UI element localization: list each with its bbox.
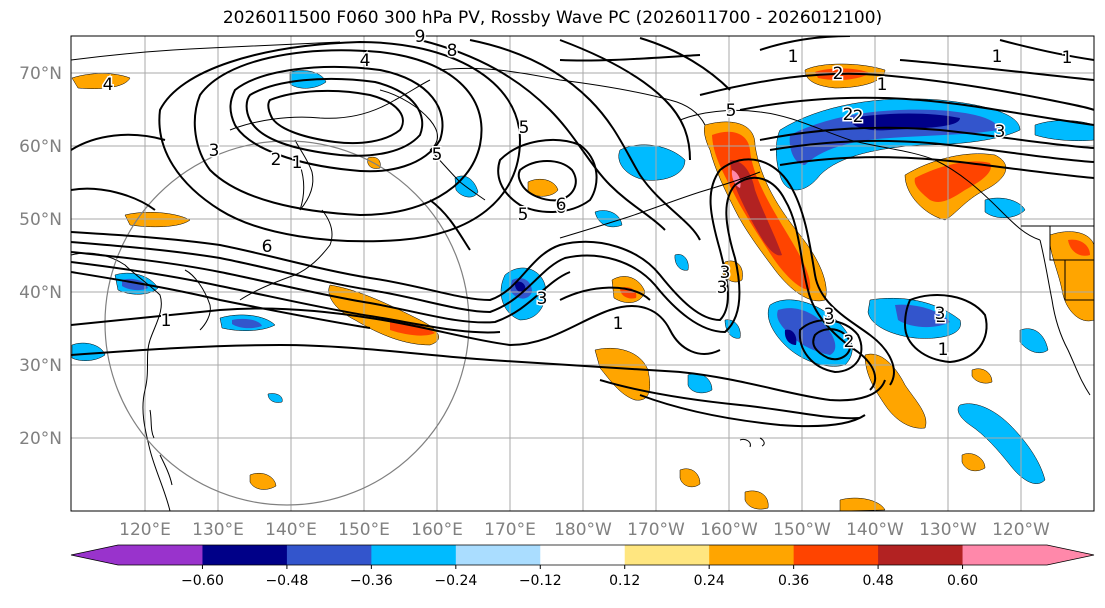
- colorbar-tick-label: 0.60: [947, 573, 978, 589]
- colorbar-segment: [540, 545, 626, 565]
- map-title: 2026011500 F060 300 hPa PV, Rossby Wave …: [222, 8, 883, 28]
- lon-label: 140°E: [265, 520, 317, 540]
- contour-label: 3: [824, 305, 835, 325]
- contour-label: 3: [717, 278, 728, 298]
- contour-label: 1: [1062, 48, 1073, 68]
- colorbar-tick-label: −0.12: [519, 573, 562, 589]
- coastlines: [71, 41, 1094, 511]
- colorbar-tick-label: −0.48: [265, 573, 308, 589]
- contour-label: 1: [938, 340, 949, 360]
- lon-label: 160°E: [411, 520, 463, 540]
- colorbar-segment: [202, 545, 288, 565]
- contour-label: 2: [844, 332, 855, 352]
- contour-label: 3: [935, 304, 946, 324]
- lat-label: 30°N: [19, 356, 62, 376]
- contour-label: 6: [556, 198, 567, 218]
- colorbar-tick-label: 0.36: [778, 573, 809, 589]
- colorbar-segment: [455, 545, 541, 565]
- lon-label: 170°W: [627, 520, 685, 540]
- colorbar-segment: [793, 545, 879, 565]
- contour-label: 3: [995, 122, 1006, 142]
- latitude-labels: 70°N 60°N 50°N 40°N 30°N 20°N: [19, 64, 62, 449]
- contour-label: 1: [292, 153, 303, 173]
- colorbar-segment: [878, 545, 964, 565]
- contour-label: 5: [432, 145, 443, 165]
- contour-label: 1: [877, 75, 888, 95]
- contour-label: 9: [415, 27, 426, 47]
- lon-label: 130°W: [919, 520, 977, 540]
- lon-label: 160°W: [700, 520, 758, 540]
- contour-label: 4: [103, 75, 114, 95]
- colorbar-extend-low: [71, 545, 118, 565]
- region-circle: [104, 140, 470, 506]
- colorbar-segment: [286, 545, 372, 565]
- contour-label: 3: [209, 141, 220, 161]
- colorbar-segment: [118, 545, 203, 565]
- contour-label: 1: [613, 314, 624, 334]
- contour-label: 4: [360, 51, 371, 71]
- contour-label: 5: [519, 118, 530, 138]
- contour-label: 2: [853, 107, 864, 127]
- colorbar-tick-label: −0.36: [350, 573, 393, 589]
- colorbar-outline: [70, 544, 1095, 566]
- colorbar-tick-label: 0.48: [863, 573, 894, 589]
- lat-label: 20°N: [19, 429, 62, 449]
- contour-label: 5: [518, 205, 529, 225]
- contour-label: 2: [271, 150, 282, 170]
- contour-label: 2: [843, 105, 854, 125]
- lon-label: 150°E: [338, 520, 390, 540]
- contour-label: 1: [161, 311, 172, 331]
- lon-label: 170°E: [484, 520, 536, 540]
- lon-label: 150°W: [773, 520, 831, 540]
- colorbar-segment: [709, 545, 795, 565]
- colorbar-segment: [624, 545, 710, 565]
- lon-label: 120°W: [992, 520, 1050, 540]
- colorbar-tick-label: −0.60: [181, 573, 224, 589]
- contour-label: 6: [556, 195, 567, 215]
- contour-label: 2: [833, 64, 844, 84]
- contour-label: 3: [720, 263, 731, 283]
- contour-label: 3: [825, 309, 836, 329]
- colorbar-tick-label: 0.24: [694, 573, 725, 589]
- lat-label: 40°N: [19, 283, 62, 303]
- contour-label: 1: [992, 47, 1003, 67]
- lat-label: 70°N: [19, 64, 62, 84]
- lat-label: 60°N: [19, 137, 62, 157]
- contour-label: 6: [262, 237, 273, 257]
- contour-label: 1: [788, 47, 799, 67]
- lat-label: 50°N: [19, 210, 62, 230]
- pv-contours: [71, 36, 1094, 428]
- colorbar-segment: [371, 545, 457, 565]
- longitude-labels: 120°E 130°E 140°E 150°E 160°E 170°E 180°…: [119, 520, 1050, 540]
- lon-label: 130°E: [192, 520, 244, 540]
- colorbar-tick-label: 0.12: [609, 573, 640, 589]
- contour-label: 5: [726, 101, 737, 121]
- colorbar-segment: [962, 545, 1048, 565]
- contour-label: 8: [447, 41, 458, 61]
- lon-label: 180°W: [554, 520, 612, 540]
- lon-label: 140°W: [846, 520, 904, 540]
- contour-label: 2: [936, 307, 947, 327]
- lon-label: 120°E: [119, 520, 171, 540]
- contour-label: 3: [537, 289, 548, 309]
- colorbar-tick-label: −0.24: [434, 573, 477, 589]
- colorbar-extend-high: [1047, 545, 1094, 565]
- colorbar: −0.60 −0.48 −0.36 −0.24 −0.12 0.12 0.24 0.36 0.4…: [70, 544, 1095, 589]
- map-frame: [70, 35, 1095, 512]
